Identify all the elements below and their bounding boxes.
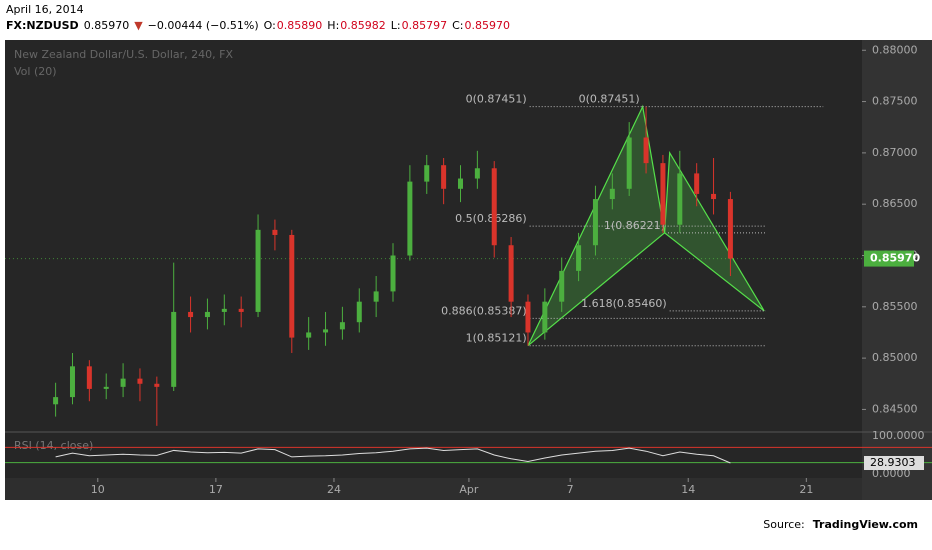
candle-body [711,193,717,200]
header-item: 0.85970 [84,19,130,32]
candle-body [457,178,463,189]
header-item: 0.85797 [402,19,448,32]
candle-body [677,173,683,225]
candle-body [289,234,295,338]
date: April 16, 2014 [6,3,84,16]
x-tick-label: Apr [459,483,479,496]
candle-body [643,137,649,164]
candle-body [525,301,531,333]
fib-label: 0(0.87451) [466,93,527,106]
header-item: H: [327,19,339,32]
rsi-tag [864,456,924,471]
rsi-tick-label: 0.0000 [872,467,911,480]
fib-label: 1(0.86221) [604,219,665,232]
candle-body [508,245,514,302]
candle-body [255,229,261,312]
candle-body [86,366,92,389]
candle-body [221,308,227,312]
rsi-line [55,447,731,464]
header-item: C: [452,19,463,32]
price-axis-background [862,40,932,500]
y-tick-label: 0.84500 [872,402,918,415]
candle-body [120,378,126,387]
candle-body [626,137,632,189]
candle-body [609,188,615,200]
y-tick-label: 0.86500 [872,197,918,210]
candle-body [204,311,210,318]
source-site: TradingView.com [813,518,918,531]
fib-label: 1.618(0.85460) [581,297,667,310]
x-tick-label: 24 [327,483,341,496]
candle-body [103,386,109,389]
last-price-label: 0.85970 [870,252,920,265]
candle-body [188,311,194,318]
header-item: 0.85890 [277,19,323,32]
rsi-value-label: 28.9303 [870,456,916,469]
candle-body [576,245,582,271]
candle-body [407,181,413,256]
candle-body [660,163,666,225]
fib-label: 0.5(0.86286) [455,212,527,225]
candle-body [474,168,480,179]
candle-body [171,311,177,387]
y-tick-label: 0.87000 [872,146,918,159]
x-tick-label: 7 [567,483,574,496]
candle-body [694,173,700,194]
candle-body [356,301,362,323]
candle-body [542,301,548,333]
candle-body [727,199,733,259]
candle-body [306,332,312,338]
candle-body [53,397,59,405]
candle-body [137,378,143,384]
header-item: 0.85982 [340,19,386,32]
candle-body [154,383,160,387]
header-item: L: [391,19,401,32]
last-price-tag [864,250,914,267]
volume-label: Vol (20) [14,65,57,78]
time-axis-background [5,478,862,500]
candle-body [592,199,598,246]
rsi-label: RSI (14, close) [14,439,93,452]
x-tick-label: 14 [681,483,695,496]
fib-label: 1(0.85121) [466,332,527,345]
candle-body [323,329,329,333]
candle-body [238,308,244,312]
x-tick-label: 17 [209,483,223,496]
fib-label: 0(0.87451) [579,93,640,106]
chart-title: New Zealand Dollar/U.S. Dollar, 240, FX [14,48,233,61]
candle-body [390,255,396,292]
header-item: −0.00444 (−0.51%) [148,19,259,32]
header-item: 0.85970 [465,19,511,32]
x-tick-label: 10 [91,483,105,496]
header-item: ▼ [134,19,143,32]
rsi-tick-label: 100.0000 [872,429,925,442]
candle-body [339,322,345,330]
source-prefix: Source: [763,518,805,531]
candle-body [373,291,379,302]
candle-body [559,270,565,302]
y-tick-label: 0.87500 [872,95,918,108]
y-tick-label: 0.85500 [872,300,918,313]
x-tick-label: 21 [799,483,813,496]
header-item: O: [264,19,276,32]
candle-body [424,165,430,182]
y-tick-label: 0.85000 [872,351,918,364]
candle-body [441,165,447,189]
pattern-triangle [664,150,765,312]
candle-body [69,366,75,398]
candle-body [491,168,497,246]
y-tick-label: 0.88000 [872,43,918,56]
fib-label: 0.886(0.85387) [441,304,527,317]
candle-body [272,229,278,235]
header-item: FX:NZDUSD [6,19,79,32]
